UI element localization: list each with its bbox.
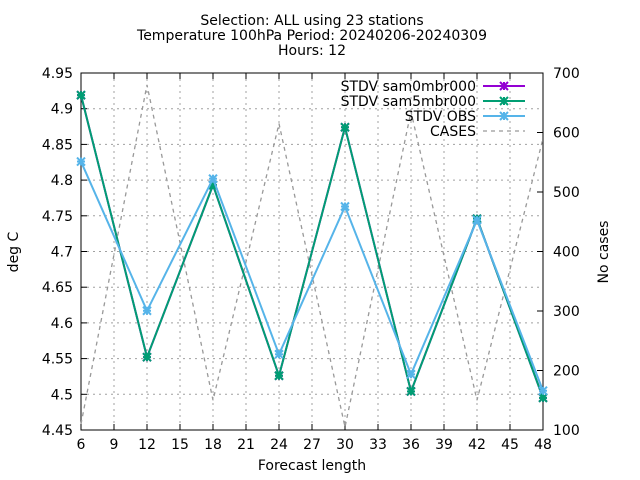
x-axis-label: Forecast length (258, 458, 366, 474)
legend-label: STDV sam5mbr000 (341, 94, 476, 110)
y-tick-label: 4.5 (51, 387, 73, 403)
legend-marker (499, 111, 509, 121)
y2-tick-label: 500 (553, 185, 580, 201)
chart-title: Selection: ALL using 23 stationsTemperat… (136, 13, 487, 59)
x-tick-label: 39 (435, 437, 453, 453)
y-tick-label: 4.6 (51, 316, 73, 332)
data-point (274, 371, 284, 381)
y-tick-label: 4.45 (42, 423, 73, 439)
y2-tick-label: 100 (553, 423, 580, 439)
x-tick-label: 48 (534, 437, 552, 453)
y-tick-label: 4.95 (42, 66, 73, 82)
series-line (80, 84, 544, 428)
title-line: Temperature 100hPa Period: 20240206-2024… (136, 28, 487, 44)
legend-item: STDV OBS (405, 109, 525, 125)
y-tick-label: 4.9 (51, 102, 73, 118)
data-point (340, 122, 350, 132)
y-axis-label: deg C (6, 231, 22, 272)
y-tick-label: 4.55 (42, 352, 73, 368)
y2-axis-label: No cases (596, 221, 612, 284)
y-tick-label: 4.75 (42, 209, 73, 225)
series-stdv-obs (76, 156, 548, 396)
y2-tick-label: 300 (553, 304, 580, 320)
x-tick-label: 45 (501, 437, 519, 453)
data-point (340, 201, 350, 212)
legend-item: STDV sam0mbr000 (341, 79, 525, 95)
x-tick-label: 12 (138, 437, 156, 453)
x-tick-label: 18 (204, 437, 222, 453)
data-point (406, 386, 416, 397)
x-tick-label: 27 (303, 437, 321, 453)
legend-label: STDV sam0mbr000 (341, 79, 476, 95)
x-tick-label: 24 (270, 437, 288, 453)
legend-label: CASES (430, 124, 476, 140)
y2-tick-label: 200 (553, 364, 580, 380)
x-tick-label: 30 (336, 437, 354, 453)
data-point (406, 369, 416, 380)
y-tick-label: 4.8 (51, 173, 73, 189)
series (76, 84, 548, 428)
legend-item: CASES (430, 124, 525, 140)
x-tick-label: 9 (110, 437, 119, 453)
y-tick-label: 4.7 (51, 245, 73, 261)
data-point (472, 215, 482, 225)
data-point (538, 393, 548, 403)
data-point (208, 173, 218, 184)
title-line: Selection: ALL using 23 stations (200, 13, 423, 29)
data-point (142, 352, 152, 362)
series-line (80, 161, 544, 392)
x-tick-label: 33 (369, 437, 387, 453)
title-line: Hours: 12 (278, 43, 346, 59)
grid (81, 73, 543, 430)
data-point (538, 386, 548, 396)
data-point (274, 349, 284, 360)
axis-ticks: 6 9 12 15 18 21 24 27 30 33 36 39 42 45 48 4.45 4.5 4.55 4… (42, 66, 580, 453)
legend-label: STDV OBS (405, 109, 476, 125)
y-tick-label: 4.65 (42, 280, 73, 296)
legend-item: STDV sam5mbr000 (341, 94, 525, 110)
x-tick-label: 42 (468, 437, 486, 453)
x-tick-label: 36 (402, 437, 420, 453)
y2-tick-label: 400 (553, 245, 580, 261)
x-tick-label: 21 (237, 437, 255, 453)
legend-marker (499, 81, 509, 91)
data-point (76, 90, 86, 100)
y2-tick-label: 700 (553, 66, 580, 82)
y2-tick-label: 600 (553, 126, 580, 142)
y-tick-label: 4.85 (42, 137, 73, 153)
legend-marker (499, 96, 509, 106)
data-point (142, 306, 152, 316)
x-tick-label: 6 (77, 437, 86, 453)
x-tick-label: 15 (171, 437, 189, 453)
series-cases (80, 84, 544, 428)
data-point (76, 156, 86, 167)
